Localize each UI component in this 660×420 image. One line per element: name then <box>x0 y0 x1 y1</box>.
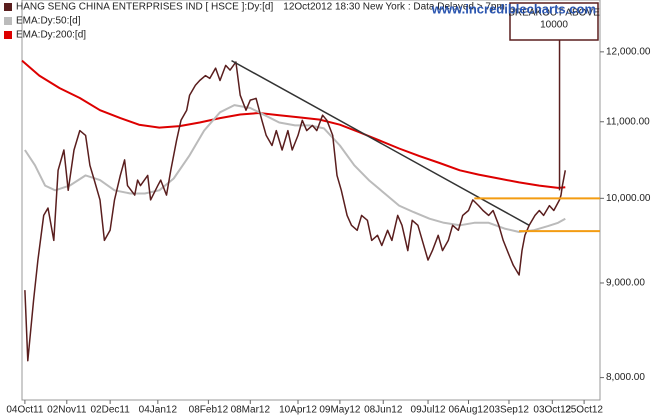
y-tick-label: 10,000.00 <box>606 193 651 204</box>
x-tick-label: 08Feb12 <box>189 405 229 416</box>
x-tick-label: 04Oct11 <box>6 405 43 416</box>
legend-swatch <box>4 3 12 11</box>
watermark: www.incrediblecharts.com <box>431 1 596 16</box>
plot-area <box>21 59 567 362</box>
y-tick-label: 9,000.00 <box>606 278 645 289</box>
legend-label: HANG SENG CHINA ENTERPRISES IND [ HSCE ]… <box>16 2 273 13</box>
x-tick-label: 10Apr12 <box>279 405 317 416</box>
x-tick-label: 04Jan12 <box>139 405 178 416</box>
y-tick-label: 11,000.00 <box>606 116 650 127</box>
y-tick-label: 12,000.00 <box>606 46 651 57</box>
x-tick-label: 09May12 <box>319 405 361 416</box>
series-line <box>21 59 566 189</box>
x-tick-label: 02Nov11 <box>47 405 87 416</box>
x-tick-label: 03Sep12 <box>489 405 529 416</box>
plot-frame <box>21 0 601 401</box>
x-tick-label: 06Aug12 <box>448 405 488 416</box>
overlay: 8,000.00 9,000.00 10,000.00 11,000.00 12,000… <box>4 1 651 416</box>
x-tick-label: 08Jun12 <box>364 405 403 416</box>
y-tick-label: 8,000.00 <box>606 372 645 383</box>
legend-swatch <box>4 31 12 39</box>
annotation-text: 10000 <box>540 20 568 31</box>
legend-swatch <box>4 17 12 25</box>
series-line <box>24 61 567 362</box>
x-tick-label: 25Oct12 <box>565 405 603 416</box>
x-tick-label: 08Mar12 <box>231 405 271 416</box>
annotation-text: BREAKOUT ABOVE <box>508 8 600 19</box>
x-tick-label: 03Oct12 <box>533 405 571 416</box>
legend-label: EMA:Dy:50:[d] <box>16 16 81 27</box>
annotation-box <box>509 2 599 41</box>
series-line <box>24 104 566 233</box>
x-tick-label: 02Dec11 <box>90 405 130 416</box>
legend-label: EMA:Dy:200:[d] <box>16 30 86 41</box>
subtitle: 12Oct2012 18:30 New York : Data Delayed … <box>283 2 505 13</box>
x-tick-label: 09Jul12 <box>411 405 446 416</box>
